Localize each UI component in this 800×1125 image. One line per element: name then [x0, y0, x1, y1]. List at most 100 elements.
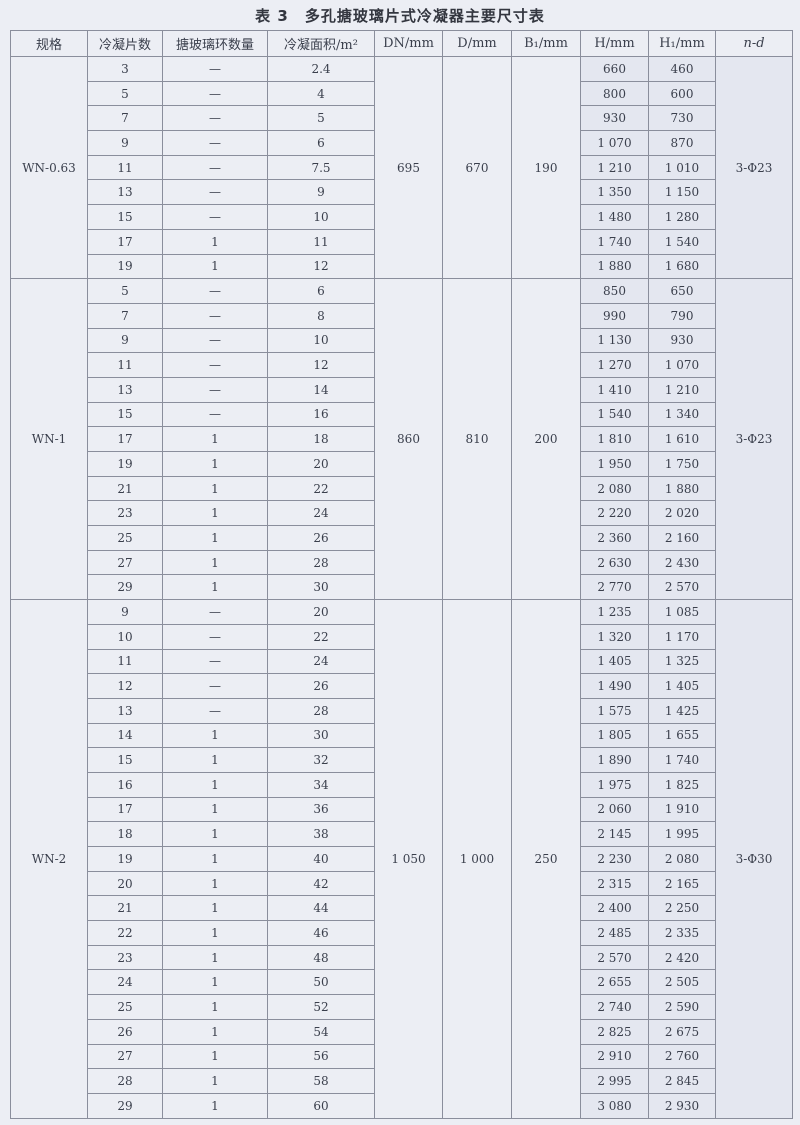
cell-area: 16 — [267, 401, 375, 428]
cell-h1: 1 740 — [648, 747, 716, 773]
cell-pieces: 16 — [87, 771, 163, 798]
cell-h: 990 — [580, 302, 649, 329]
cell-rings: — — [162, 56, 268, 82]
table-title: 表 3 多孔搪玻璃片式冷凝器主要尺寸表 — [255, 7, 545, 25]
table-row: 17 1 36 2 060 1 910 — [11, 796, 793, 823]
cell-h: 1 805 — [580, 722, 649, 749]
cell-h: 2 770 — [580, 574, 649, 601]
cell-h1: 2 020 — [648, 500, 716, 527]
cell-h: 1 810 — [580, 426, 649, 452]
table-row: 5—4 800 600 — [11, 80, 793, 107]
cell-area: 12 — [267, 352, 375, 378]
table-row: 29 1 60 3 080 2 930 — [11, 1092, 793, 1119]
cell-h1: 1 150 — [648, 179, 716, 206]
cell-area: 8 — [267, 302, 375, 329]
cell-rings: 1 — [162, 944, 268, 971]
cell-pieces: 20 — [87, 870, 163, 897]
cell-pieces: 11 — [87, 352, 163, 378]
cell-rings: 1 — [162, 426, 268, 452]
table-row: 11—12 1 270 1 070 — [11, 352, 793, 378]
cell-area: 24 — [267, 648, 375, 675]
cell-area: 2.4 — [267, 56, 375, 82]
cell-rings: 1 — [162, 747, 268, 773]
cell-h: 2 995 — [580, 1068, 649, 1094]
cell-h1: 2 080 — [648, 846, 716, 872]
cell-nd: 3-Φ23 — [715, 55, 793, 280]
cell-rings: — — [162, 154, 268, 181]
cell-nd: 3-Φ30 — [715, 599, 793, 1119]
cell-h: 1 130 — [580, 327, 649, 354]
cell-rings: — — [162, 105, 268, 132]
table-row: 18 1 38 2 145 1 995 — [11, 821, 793, 847]
cell-area: 60 — [267, 1092, 375, 1119]
cell-rings: 1 — [162, 771, 268, 798]
cell-area: 46 — [267, 920, 375, 946]
cell-pieces: 23 — [87, 944, 163, 971]
cell-h1: 1 010 — [648, 154, 716, 181]
cell-rings: 1 — [162, 525, 268, 551]
cell-pieces: 5 — [87, 80, 163, 107]
cell-d: 670 — [442, 55, 512, 280]
cell-area: 44 — [267, 895, 375, 922]
cell-h1: 1 750 — [648, 451, 716, 477]
cell-h: 2 230 — [580, 846, 649, 872]
cell-rings: — — [162, 179, 268, 206]
cell-pieces: 14 — [87, 722, 163, 749]
cell-area: 26 — [267, 525, 375, 551]
table-row: WN-1 5—6 860 810 200 850 650 3-Φ23 — [10, 278, 793, 601]
cell-h1: 870 — [648, 130, 716, 156]
cell-h: 2 825 — [580, 1018, 649, 1045]
cell-h: 2 060 — [580, 796, 649, 823]
header-dn: DN/mm — [374, 30, 443, 57]
table-row: 9—10 1 130 930 — [11, 327, 793, 354]
cell-area: 32 — [267, 747, 375, 773]
cell-rings: — — [162, 130, 268, 156]
cell-b1: 200 — [511, 278, 581, 601]
cell-pieces: 13 — [87, 179, 163, 206]
cell-area: 14 — [267, 376, 375, 403]
header-h1: H₁/mm — [648, 30, 716, 57]
cell-area: 50 — [267, 969, 375, 996]
cell-d: 1 000 — [442, 599, 512, 1119]
cell-area: 36 — [267, 796, 375, 823]
cell-pieces: 3 — [87, 56, 163, 82]
cell-h1: 1 910 — [648, 796, 716, 823]
cell-area: 18 — [267, 426, 375, 452]
table-row: 13—28 1 575 1 425 — [11, 697, 793, 724]
header-b1: B₁/mm — [511, 30, 581, 57]
cell-model: WN-2 — [10, 599, 88, 1119]
cell-h: 1 210 — [580, 154, 649, 181]
cell-h: 930 — [580, 105, 649, 132]
table-row: 13—9 1 350 1 150 — [11, 179, 793, 206]
cell-h1: 2 760 — [648, 1043, 716, 1070]
cell-pieces: 21 — [87, 475, 163, 502]
cell-area: 58 — [267, 1068, 375, 1094]
cell-h1: 1 825 — [648, 771, 716, 798]
cell-rings: 1 — [162, 722, 268, 749]
cell-h1: 2 505 — [648, 969, 716, 996]
cell-h1: 1 995 — [648, 821, 716, 847]
cell-area: 30 — [267, 722, 375, 749]
table-row: 17 1 18 1 810 1 610 — [11, 426, 793, 452]
cell-h1: 2 430 — [648, 549, 716, 576]
cell-pieces: 17 — [87, 796, 163, 823]
cell-h1: 1 680 — [648, 253, 716, 280]
table-row: 14 1 30 1 805 1 655 — [11, 722, 793, 749]
cell-rings: — — [162, 352, 268, 378]
table-row: WN-2 9—20 1 050 1 000 250 1 235 1 085 3-Φ30 — [10, 599, 793, 1119]
cell-pieces: 15 — [87, 747, 163, 773]
cell-pieces: 24 — [87, 969, 163, 996]
cell-h: 2 570 — [580, 944, 649, 971]
table-row: 29 1 30 2 770 2 570 — [11, 574, 793, 601]
cell-h1: 600 — [648, 80, 716, 107]
cell-pieces: 12 — [87, 673, 163, 699]
cell-rings: 1 — [162, 451, 268, 477]
cell-pieces: 13 — [87, 376, 163, 403]
cell-area: 22 — [267, 475, 375, 502]
cell-area: 20 — [267, 451, 375, 477]
cell-h: 850 — [580, 278, 649, 304]
cell-area: 6 — [267, 278, 375, 304]
cell-rings: 1 — [162, 1068, 268, 1094]
cell-h1: 2 160 — [648, 525, 716, 551]
cell-area: 7.5 — [267, 154, 375, 181]
